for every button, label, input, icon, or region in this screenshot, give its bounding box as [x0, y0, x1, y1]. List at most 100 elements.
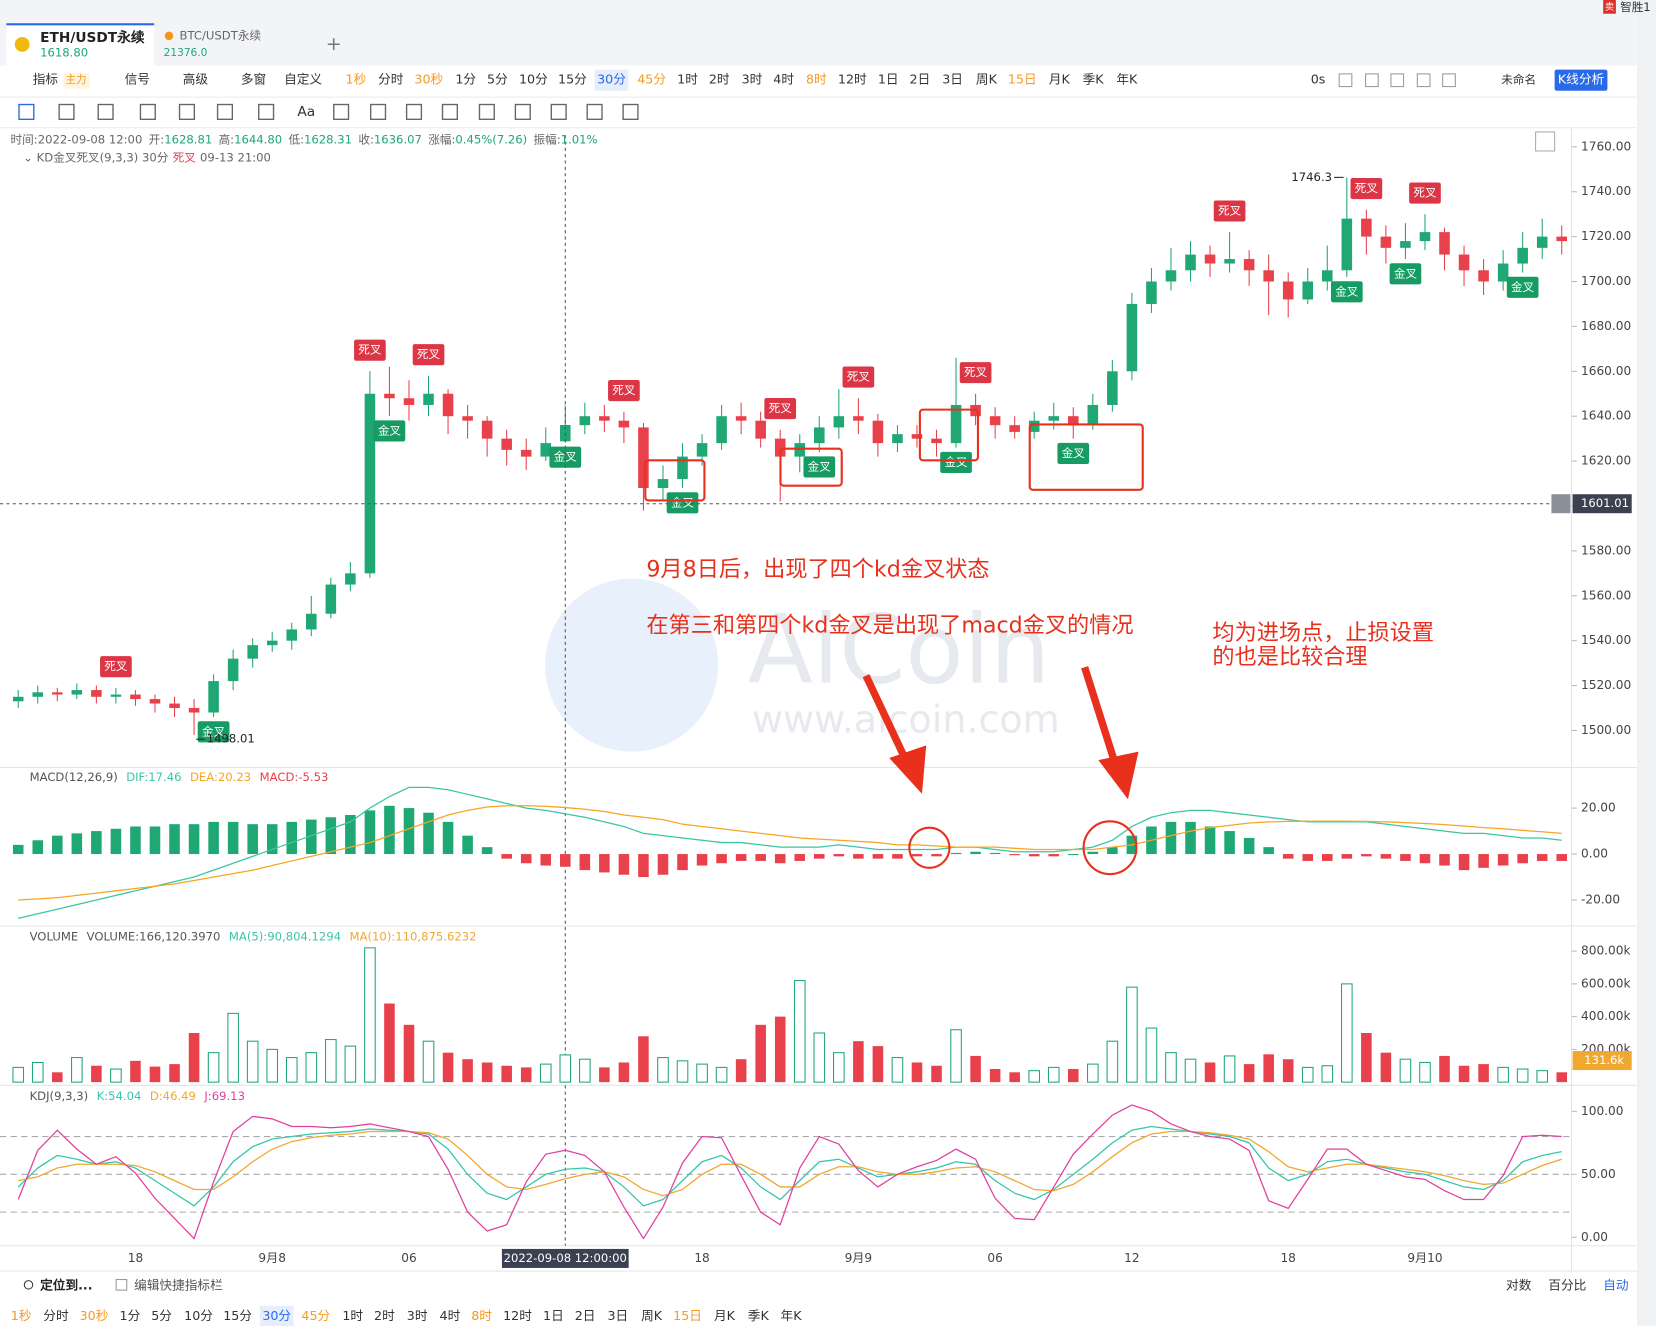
timeframe[interactable]: 15分: [558, 72, 587, 87]
tool-icon[interactable]: [586, 103, 603, 120]
tool-icon[interactable]: [18, 103, 35, 120]
timeframe[interactable]: 分时: [43, 1308, 69, 1323]
timeframe[interactable]: 5分: [151, 1308, 172, 1323]
account[interactable]: 智胜1: [1620, 0, 1651, 14]
macd-bar: [52, 835, 63, 855]
timeframe[interactable]: 4时: [773, 72, 794, 87]
timeframe[interactable]: 1日: [543, 1308, 564, 1323]
timeframe[interactable]: 12时: [838, 72, 867, 87]
tool-icon[interactable]: [178, 103, 196, 120]
timeframe[interactable]: 30分: [262, 1308, 291, 1323]
timeframe[interactable]: 1分: [455, 72, 476, 87]
tool-icon[interactable]: [405, 103, 423, 120]
expand-icon[interactable]: [1535, 131, 1556, 152]
tool-icon[interactable]: [550, 103, 567, 120]
timeframe[interactable]: 3时: [407, 1308, 428, 1323]
volume-bar: [1106, 1040, 1119, 1083]
toolbar-item[interactable]: 指标: [33, 72, 59, 87]
timeframe[interactable]: 10分: [519, 72, 548, 87]
layout-name[interactable]: 未命名: [1501, 73, 1536, 87]
timeframe[interactable]: 30秒: [414, 72, 443, 87]
timeframe[interactable]: 15日: [1008, 72, 1037, 87]
toolbar-item[interactable]: 主力: [65, 73, 86, 86]
tool-icon[interactable]: [139, 103, 156, 120]
signal-label: 金叉: [1511, 280, 1535, 294]
timeframe[interactable]: 4时: [440, 1308, 461, 1323]
timeframe[interactable]: 周K: [976, 72, 998, 87]
tool-icon[interactable]: [1338, 73, 1353, 88]
timeframe[interactable]: 3日: [942, 72, 963, 87]
volume-bar: [1165, 1052, 1177, 1083]
tool-icon[interactable]: [333, 103, 350, 120]
scrollbar[interactable]: [1636, 0, 1656, 1326]
timeframe[interactable]: 1时: [342, 1308, 363, 1323]
timeframe[interactable]: 1时: [677, 72, 698, 87]
timeframe[interactable]: 季K: [748, 1308, 770, 1323]
toolbar-item[interactable]: 自定义: [284, 72, 322, 87]
timeframe[interactable]: 周K: [641, 1308, 663, 1323]
timeframe[interactable]: 月K: [1049, 72, 1071, 87]
timeframe[interactable]: 2时: [374, 1308, 395, 1323]
tool-icon[interactable]: [441, 103, 458, 120]
timeframe[interactable]: 5分: [487, 72, 508, 87]
tool-icon[interactable]: [216, 103, 234, 120]
candle-body: [130, 694, 141, 700]
timeframe[interactable]: 12时: [503, 1308, 532, 1323]
signal-label: 金叉: [554, 450, 578, 464]
timeframe[interactable]: 30秒: [80, 1308, 109, 1323]
timeframe[interactable]: 45分: [301, 1308, 330, 1323]
tool-icon[interactable]: [1416, 73, 1431, 88]
timeframe[interactable]: 1日: [878, 72, 899, 87]
locate[interactable]: 定位到...: [40, 1277, 92, 1292]
timeframe[interactable]: 15分: [223, 1308, 252, 1323]
kline-analysis[interactable]: K线分析: [1558, 72, 1605, 87]
tab-symbol[interactable]: BTC/USDT永续: [180, 28, 262, 42]
timeframe[interactable]: 月K: [714, 1308, 736, 1323]
timeframe[interactable]: 2时: [709, 72, 730, 87]
active-tab[interactable]: [6, 23, 155, 66]
arrow-head: [1098, 751, 1139, 800]
toolbar-item[interactable]: 多窗: [241, 72, 266, 87]
candle-body: [12, 696, 24, 702]
timeframe[interactable]: 年K: [781, 1308, 803, 1323]
log-toggle[interactable]: 对数: [1506, 1277, 1532, 1292]
timeframe[interactable]: 1秒: [346, 72, 367, 87]
timeframe[interactable]: 45分: [637, 72, 666, 87]
edit-shortcuts[interactable]: 编辑快捷指标栏: [134, 1277, 223, 1292]
add-tab[interactable]: +: [326, 33, 342, 55]
tool-icon[interactable]: [258, 103, 275, 120]
tool-icon[interactable]: [1442, 73, 1456, 88]
tool-icon[interactable]: [622, 103, 639, 120]
timeframe[interactable]: 10分: [184, 1308, 213, 1323]
toolbar-item[interactable]: 高级: [183, 72, 209, 87]
volume-bar: [1516, 1068, 1529, 1083]
tab-symbol[interactable]: ETH/USDT永续: [40, 29, 145, 46]
timeframe[interactable]: 3日: [607, 1308, 628, 1323]
tool-icon[interactable]: [1365, 73, 1379, 88]
tool-icon[interactable]: [97, 103, 114, 120]
text-tool[interactable]: Aa: [297, 104, 315, 120]
tool-icon[interactable]: [370, 103, 387, 120]
timeframe[interactable]: 年K: [1116, 72, 1138, 87]
timeframe[interactable]: 1秒: [11, 1308, 32, 1323]
timeframe[interactable]: 2日: [575, 1308, 596, 1323]
tool-icon[interactable]: [58, 103, 75, 120]
timeframe[interactable]: 15日: [673, 1308, 702, 1323]
auto-toggle[interactable]: 自动: [1603, 1277, 1628, 1292]
timeframe[interactable]: 2日: [910, 72, 931, 87]
toolbar-item[interactable]: 信号: [125, 72, 150, 87]
percent-toggle[interactable]: 百分比: [1548, 1277, 1586, 1292]
tool-icon[interactable]: [514, 103, 531, 120]
add-order[interactable]: [1551, 494, 1571, 514]
tool-icon[interactable]: [1390, 73, 1405, 88]
timeframe[interactable]: 3时: [742, 72, 763, 87]
macd-bar: [306, 819, 317, 855]
timeframe[interactable]: 8时: [806, 72, 827, 87]
timeframe[interactable]: 30分: [597, 72, 626, 87]
timeframe[interactable]: 季K: [1083, 72, 1105, 87]
timeframe[interactable]: 1分: [120, 1308, 141, 1323]
tool-icon[interactable]: [478, 103, 495, 120]
info-label: 高:: [219, 132, 235, 146]
timeframe[interactable]: 分时: [378, 72, 404, 87]
timeframe[interactable]: 8时: [471, 1308, 492, 1323]
